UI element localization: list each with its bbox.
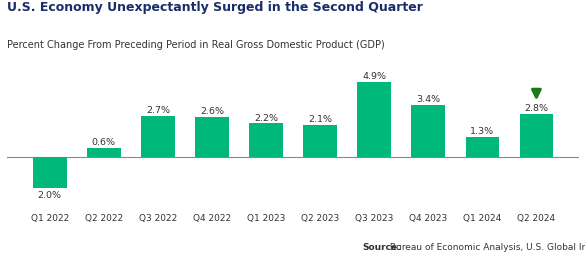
Bar [87, 148, 121, 157]
Text: 2.2%: 2.2% [254, 113, 278, 122]
Bar [519, 115, 553, 157]
Bar [249, 124, 283, 157]
Text: 0.6%: 0.6% [92, 138, 116, 147]
Bar [141, 116, 175, 157]
Bar [304, 125, 337, 157]
Bar [466, 138, 499, 157]
Text: 2.7%: 2.7% [146, 106, 170, 115]
Text: 2.0%: 2.0% [38, 190, 62, 199]
Bar [357, 83, 391, 157]
Text: 3.4%: 3.4% [416, 95, 441, 104]
Text: 2.6%: 2.6% [200, 107, 224, 116]
Text: Bureau of Economic Analysis, U.S. Global Investors: Bureau of Economic Analysis, U.S. Global… [387, 243, 585, 251]
Text: Source:: Source: [363, 243, 401, 251]
Text: 4.9%: 4.9% [362, 72, 386, 81]
Text: U.S. Economy Unexpectantly Surged in the Second Quarter: U.S. Economy Unexpectantly Surged in the… [7, 1, 423, 14]
Text: 1.3%: 1.3% [470, 127, 494, 136]
Bar [195, 118, 229, 157]
Bar [33, 157, 67, 188]
Text: Percent Change From Preceding Period in Real Gross Domestic Product (GDP): Percent Change From Preceding Period in … [7, 39, 385, 49]
Text: 2.8%: 2.8% [524, 104, 548, 113]
Text: 2.1%: 2.1% [308, 115, 332, 124]
Bar [411, 106, 445, 157]
